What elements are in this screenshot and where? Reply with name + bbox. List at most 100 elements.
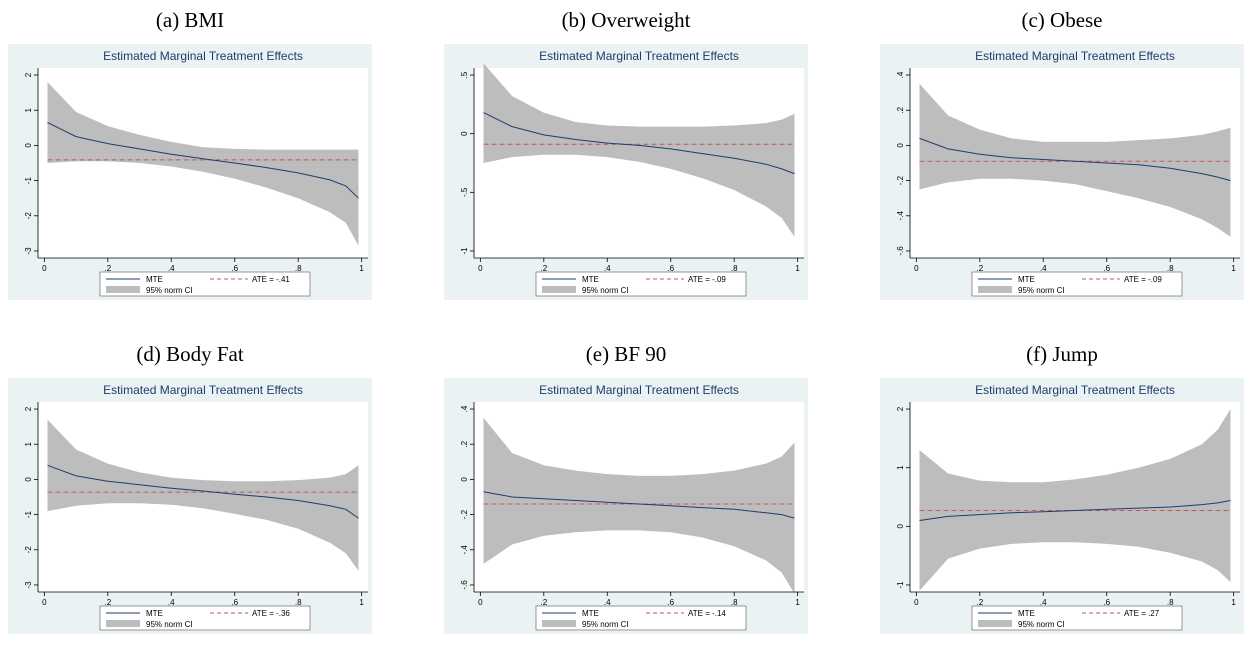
y-tick-label: .4 xyxy=(460,405,469,412)
ci-band xyxy=(483,63,795,237)
panel-overweight: (b) Overweight Estimated Marginal Treatm… xyxy=(444,2,808,302)
chart-title: Estimated Marginal Treatment Effects xyxy=(103,49,303,63)
y-tick-label: -1 xyxy=(24,176,33,184)
x-tick-label: .6 xyxy=(667,264,674,273)
legend-ci-label: 95% norm CI xyxy=(146,286,193,295)
y-tick-label: 0 xyxy=(460,131,469,136)
legend-ci-swatch xyxy=(106,620,140,627)
chart-container: Estimated Marginal Treatment Effects -3 -2… xyxy=(8,378,372,634)
x-tick-label: .8 xyxy=(295,264,302,273)
x-tick-label: .8 xyxy=(731,264,738,273)
x-tick-label: .4 xyxy=(168,598,175,607)
x-tick-label: .6 xyxy=(1103,264,1110,273)
x-tick-label: 0 xyxy=(42,598,47,607)
x-tick-label: .2 xyxy=(976,264,983,273)
legend-mte-label: MTE xyxy=(1018,609,1035,618)
panel-caption: (f) Jump xyxy=(1026,342,1098,366)
legend-ci-swatch xyxy=(542,620,576,627)
x-tick-label: .4 xyxy=(604,264,611,273)
mte-line xyxy=(919,500,1231,521)
x-tick-label: .2 xyxy=(104,598,111,607)
chart-container: Estimated Marginal Treatment Effects -.6 -… xyxy=(444,378,808,634)
y-tick-label: 1 xyxy=(24,107,33,112)
x-tick-label: 0 xyxy=(914,264,919,273)
y-tick-label: .5 xyxy=(460,71,469,78)
x-tick-label: 0 xyxy=(478,264,483,273)
ci-band xyxy=(483,417,795,594)
x-tick-label: 0 xyxy=(42,264,47,273)
ci-band xyxy=(919,409,1231,591)
legend-ci-label: 95% norm CI xyxy=(582,286,629,295)
mte-line xyxy=(47,464,359,519)
y-tick-label: 1 xyxy=(24,441,33,446)
mte-line xyxy=(47,122,359,199)
x-tick-label: .4 xyxy=(1040,264,1047,273)
x-tick-label: 1 xyxy=(795,264,800,273)
mte-chart-bmi: Estimated Marginal Treatment Effects -3 -2… xyxy=(24,49,368,297)
x-tick-label: 1 xyxy=(359,264,364,273)
legend-ci-label: 95% norm CI xyxy=(146,620,193,629)
mte-chart-bf90: Estimated Marginal Treatment Effects -.6 -… xyxy=(460,383,804,631)
x-tick-label: .2 xyxy=(976,598,983,607)
panel-caption: (b) Overweight xyxy=(561,8,691,32)
x-tick-label: .2 xyxy=(540,598,547,607)
x-tick-label: .4 xyxy=(1040,598,1047,607)
y-tick-label: .4 xyxy=(896,71,905,78)
x-tick-label: .6 xyxy=(1103,598,1110,607)
legend-mte-label: MTE xyxy=(1018,275,1035,284)
x-tick-label: .8 xyxy=(295,598,302,607)
x-tick-label: .8 xyxy=(1167,598,1174,607)
y-tick-label: 1 xyxy=(896,465,905,470)
x-tick-label: 1 xyxy=(359,598,364,607)
y-tick-label: 0 xyxy=(460,477,469,482)
y-tick-label: -.2 xyxy=(896,175,905,185)
mte-chart-jump: Estimated Marginal Treatment Effects -1 0 1… xyxy=(896,383,1240,631)
y-tick-label: 0 xyxy=(896,524,905,529)
y-tick-label: 2 xyxy=(896,406,905,411)
y-tick-label: .2 xyxy=(896,106,905,113)
legend-ci-swatch xyxy=(106,286,140,293)
chart-container: Estimated Marginal Treatment Effects -.6 -… xyxy=(880,44,1244,300)
mte-line xyxy=(483,112,795,175)
x-tick-label: 1 xyxy=(1231,598,1236,607)
y-tick-label: -1 xyxy=(24,510,33,518)
legend-ate-label: ATE = -.09 xyxy=(688,275,726,284)
panel-bmi: (a) BMI Estimated Marginal Treatment Eff… xyxy=(8,2,372,302)
mte-line xyxy=(919,137,1231,182)
x-tick-label: .2 xyxy=(540,264,547,273)
y-tick-label: 0 xyxy=(896,143,905,148)
ci-band xyxy=(47,82,359,246)
x-tick-label: .4 xyxy=(604,598,611,607)
y-tick-label: -2 xyxy=(24,212,33,220)
ci-band xyxy=(47,419,359,571)
x-tick-label: 0 xyxy=(478,598,483,607)
legend-ci-swatch xyxy=(978,286,1012,293)
chart-title: Estimated Marginal Treatment Effects xyxy=(539,49,739,63)
x-tick-label: 1 xyxy=(1231,264,1236,273)
legend-mte-label: MTE xyxy=(146,275,163,284)
panel-caption: (d) Body Fat xyxy=(136,342,244,366)
x-tick-label: .6 xyxy=(231,598,238,607)
panel-caption: (a) BMI xyxy=(155,8,225,32)
legend-ci-label: 95% norm CI xyxy=(1018,286,1065,295)
y-tick-label: -3 xyxy=(24,581,33,589)
panel-caption: (e) BF 90 xyxy=(585,342,667,366)
y-tick-label: -3 xyxy=(24,247,33,255)
chart-container: Estimated Marginal Treatment Effects -1 -.… xyxy=(444,44,808,300)
legend-ate-label: ATE = .27 xyxy=(1124,609,1160,618)
y-tick-label: 0 xyxy=(24,143,33,148)
panel-caption: (c) Obese xyxy=(1021,8,1103,32)
legend-ci-swatch xyxy=(978,620,1012,627)
mte-chart-overweight: Estimated Marginal Treatment Effects -1 -.… xyxy=(460,49,804,297)
chart-title: Estimated Marginal Treatment Effects xyxy=(539,383,739,397)
legend-ate-label: ATE = -.14 xyxy=(688,609,726,618)
y-tick-label: 2 xyxy=(24,406,33,411)
y-tick-label: -.4 xyxy=(896,211,905,221)
legend-ate-label: ATE = -.09 xyxy=(1124,275,1162,284)
chart-title: Estimated Marginal Treatment Effects xyxy=(975,49,1175,63)
y-tick-label: .2 xyxy=(460,440,469,447)
mte-chart-obese: Estimated Marginal Treatment Effects -.6 -… xyxy=(896,49,1240,297)
panel-jump: (f) Jump Estimated Marginal Treatment Ef… xyxy=(880,336,1244,636)
y-tick-label: -.2 xyxy=(460,509,469,519)
